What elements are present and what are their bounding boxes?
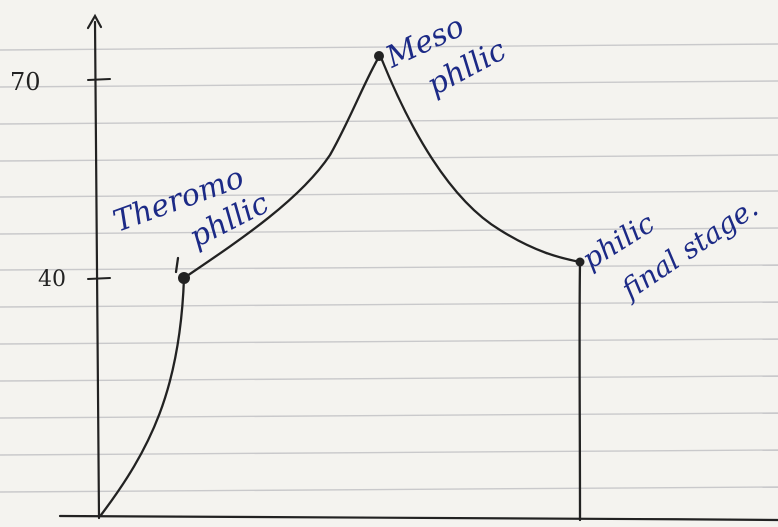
temperature-curve xyxy=(99,53,582,522)
tick-label-70: 70 xyxy=(10,68,41,96)
y-axis-arrowhead xyxy=(86,13,103,30)
mesophilic-point xyxy=(374,51,384,61)
thermophilic-marker-stroke xyxy=(174,256,180,274)
final-stage-point xyxy=(575,257,585,267)
y-ticks xyxy=(87,78,111,280)
y-axis xyxy=(86,13,103,520)
x-axis xyxy=(58,514,778,522)
mesophilic-to-final-segment xyxy=(378,53,582,264)
thermophilic-point xyxy=(178,272,190,284)
rising-segment xyxy=(99,276,186,517)
ruled-lines xyxy=(0,43,778,493)
tick-label-40: 40 xyxy=(38,267,66,292)
thermophilic-to-mesophilic-segment xyxy=(182,53,382,280)
